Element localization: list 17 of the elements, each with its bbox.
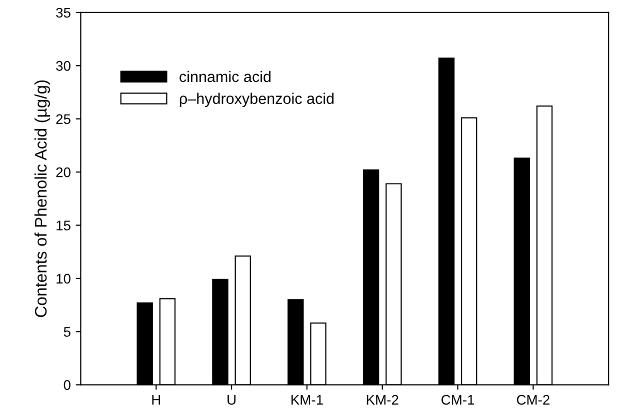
x-tick-label: U [228, 395, 236, 405]
legend-label: ρ–hydroxybenzoic acid [180, 92, 334, 108]
y-tick-label: 35 [56, 8, 70, 18]
x-tick-label: H [152, 395, 160, 405]
y-tick-label: 25 [56, 114, 70, 124]
x-tick-label: CM-2 [516, 394, 550, 405]
x-tick-label: KM-2 [366, 394, 398, 405]
y-tick-label: 5 [64, 327, 70, 337]
y-tick-label: 20 [56, 167, 70, 178]
x-tick-label: CM-1 [441, 394, 474, 405]
y-tick-label: 0 [64, 380, 70, 390]
legend-label: cinnamic acid [180, 70, 270, 82]
x-tick-label: KM-1 [292, 395, 323, 405]
y-tick-label: 10 [56, 274, 70, 284]
y-tick-label: 15 [56, 220, 70, 230]
y-tick-label: 30 [56, 61, 70, 71]
y-axis-title: Contents of Phenolic Acid (µg/g) [34, 80, 50, 318]
